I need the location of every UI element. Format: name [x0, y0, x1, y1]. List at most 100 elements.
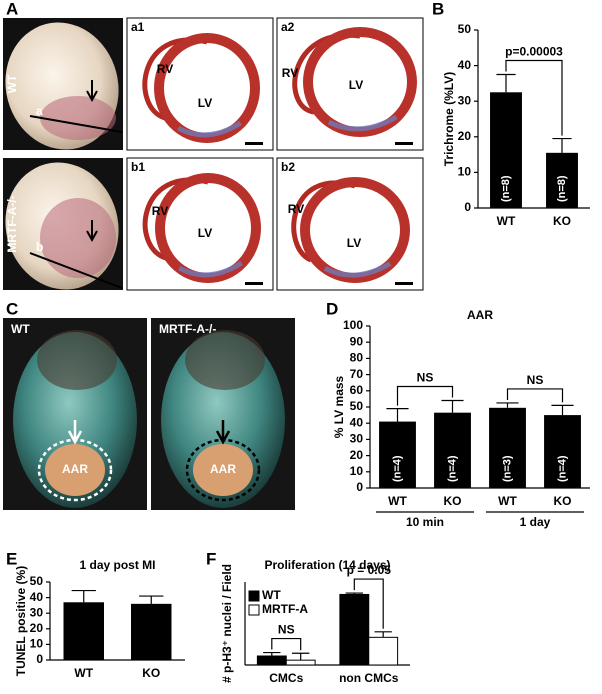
y-tick-label: 80: [350, 351, 364, 365]
y-tick-label: 50: [458, 22, 472, 36]
annotation: p=0.00003: [505, 45, 563, 59]
row-label: MRTF-A-/-: [5, 195, 19, 252]
chart-title: Proliferation (14 days): [264, 558, 390, 572]
bar: [546, 152, 578, 208]
significance-bracket: [353, 578, 384, 629]
y-axis-label: Trichrome (%LV): [442, 72, 456, 166]
significance-bracket: [505, 59, 563, 136]
n-label: (n=4): [391, 455, 403, 482]
x-tick-label: WT: [498, 494, 517, 508]
bar: [285, 659, 316, 666]
heart-top: [185, 330, 265, 390]
y-tick-label: 20: [458, 129, 472, 143]
chamber-label: RV: [152, 204, 168, 218]
error-bar: [386, 408, 409, 422]
n-label: (n=4): [446, 455, 458, 482]
scale-bar: [245, 142, 263, 145]
photo-label: MRTF-A-/-: [159, 322, 216, 336]
panel-letter: B: [432, 0, 444, 18]
legend-swatch: [248, 604, 260, 616]
group-label: 1 day: [520, 515, 551, 529]
error-bar: [552, 137, 572, 153]
panel-letter: E: [6, 549, 17, 568]
error-bar: [71, 589, 96, 603]
annotation: p = 0.05: [347, 563, 392, 577]
error-bar: [374, 631, 392, 638]
y-tick-label: 90: [350, 334, 364, 348]
lv-wall: [300, 177, 410, 283]
bar: [379, 421, 416, 488]
lv-wall: [155, 173, 261, 283]
scar: [323, 261, 392, 278]
photo-label: WT: [11, 322, 30, 336]
x-tick-label: non CMCs: [339, 671, 399, 685]
bar: [434, 412, 471, 488]
error-bar: [292, 652, 310, 661]
region-label: AAR: [210, 462, 236, 476]
legend-label: WT: [262, 588, 281, 602]
sub-panel-label: a2: [281, 20, 295, 34]
y-tick-label: 10: [30, 637, 44, 651]
annotation: NS: [527, 373, 544, 387]
infarct-region: [40, 198, 116, 278]
bar: [368, 636, 399, 666]
x-tick-label: KO: [444, 494, 462, 508]
chamber-label: LV: [198, 226, 212, 240]
scale-bar: [395, 142, 413, 145]
x-tick-label: KO: [554, 494, 572, 508]
section-line: [29, 252, 123, 289]
y-tick-label: 30: [30, 605, 44, 619]
significance-bracket: [506, 388, 564, 403]
n-label: (n=8): [556, 175, 568, 202]
lv-wall: [154, 33, 260, 143]
section-line-label: a: [36, 104, 43, 118]
bar: [63, 602, 104, 660]
chart-title: AAR: [467, 308, 493, 322]
error-bar: [139, 595, 164, 604]
scar: [177, 260, 243, 278]
region-label: AAR: [62, 462, 88, 476]
n-label: (n=4): [556, 455, 568, 482]
aar-tissue: [193, 444, 253, 496]
x-tick-label: KO: [553, 214, 571, 228]
error-bar: [551, 404, 574, 416]
x-tick-label: WT: [74, 666, 93, 680]
scar: [327, 114, 398, 132]
error-bar: [496, 402, 519, 408]
y-tick-label: 10: [458, 165, 472, 179]
y-tick-label: 50: [30, 574, 44, 588]
group-label: 10 min: [406, 515, 444, 529]
infarct-region: [40, 96, 116, 140]
arrow: [67, 420, 83, 445]
chamber-label: LV: [347, 236, 361, 250]
lv-wall: [303, 27, 417, 137]
bar: [490, 92, 522, 208]
bar: [339, 593, 370, 666]
sub-panel-label: b2: [281, 160, 295, 174]
arrow: [86, 80, 98, 103]
x-tick-label: KO: [142, 666, 160, 680]
n-label: (n=8): [500, 175, 512, 202]
y-tick-label: 0: [464, 200, 471, 214]
error-bar: [345, 592, 363, 595]
significance-bracket: [396, 385, 454, 406]
y-tick-label: 30: [350, 432, 364, 446]
y-tick-label: 40: [458, 58, 472, 72]
x-tick-label: WT: [388, 494, 407, 508]
sub-panel-label: a1: [131, 20, 145, 34]
chamber-label: LV: [349, 78, 363, 92]
chamber-label: RV: [282, 66, 298, 80]
panel-letter: D: [326, 299, 338, 318]
section-line: [29, 115, 123, 133]
aar-tissue: [45, 444, 105, 496]
panel-letter: F: [206, 549, 216, 568]
y-tick-label: 40: [350, 415, 364, 429]
chart-title: 1 day post MI: [79, 558, 155, 572]
y-tick-label: 10: [350, 464, 364, 478]
y-tick-label: 0: [356, 480, 363, 494]
significance-bracket: [271, 637, 302, 651]
y-tick-label: 50: [350, 399, 364, 413]
y-tick-label: 100: [343, 318, 363, 332]
